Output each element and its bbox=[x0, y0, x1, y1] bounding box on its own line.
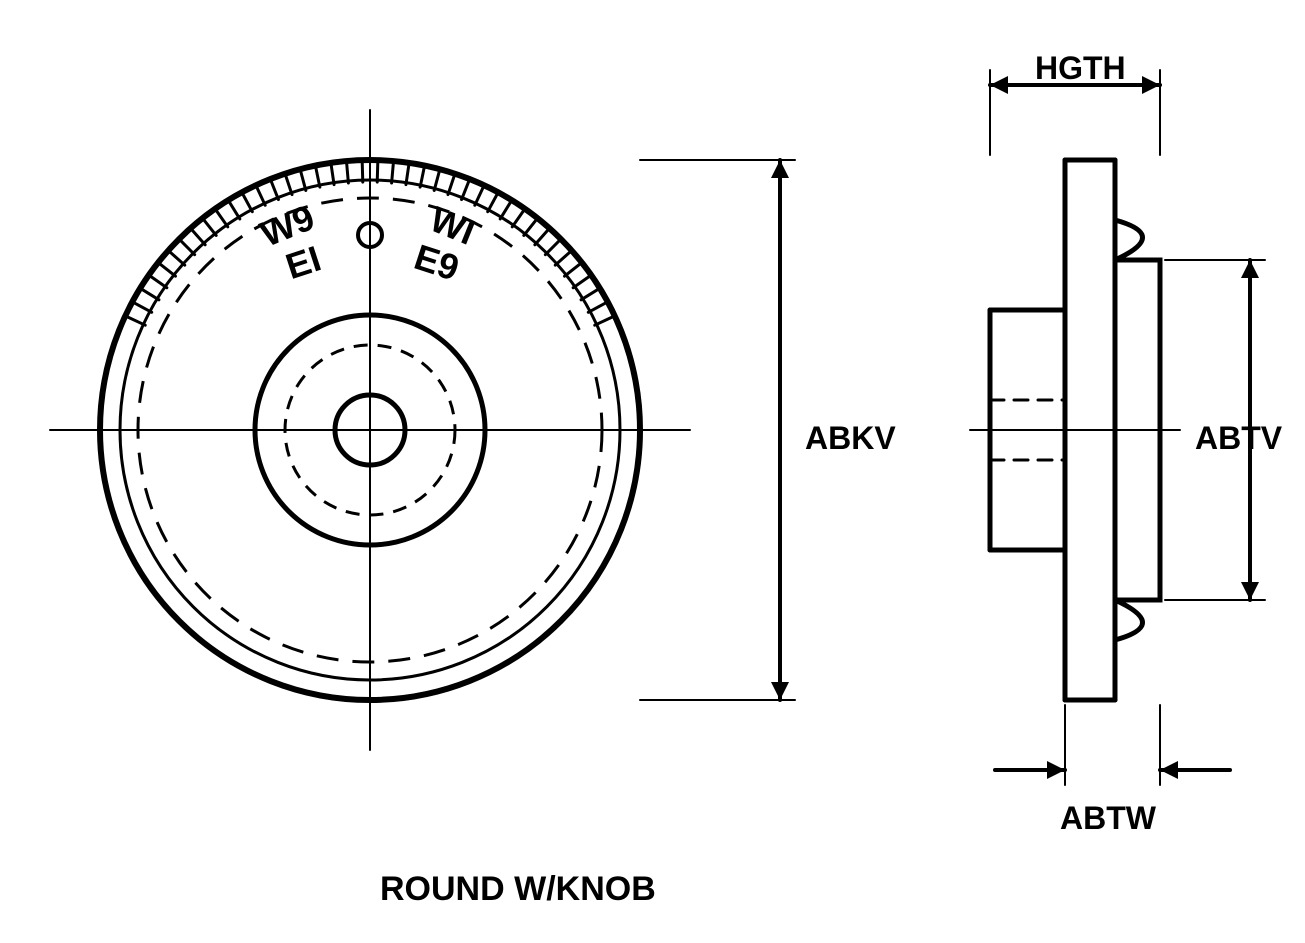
dim-abtw-label: ABTW bbox=[1060, 800, 1156, 837]
dim-abkv-label: ABKV bbox=[805, 420, 896, 457]
svg-text:EI: EI bbox=[281, 238, 326, 288]
dim-abtv-label: ABTV bbox=[1195, 420, 1282, 457]
caption: ROUND W/KNOB bbox=[380, 870, 656, 909]
dim-hgth-label: HGTH bbox=[1035, 50, 1126, 87]
